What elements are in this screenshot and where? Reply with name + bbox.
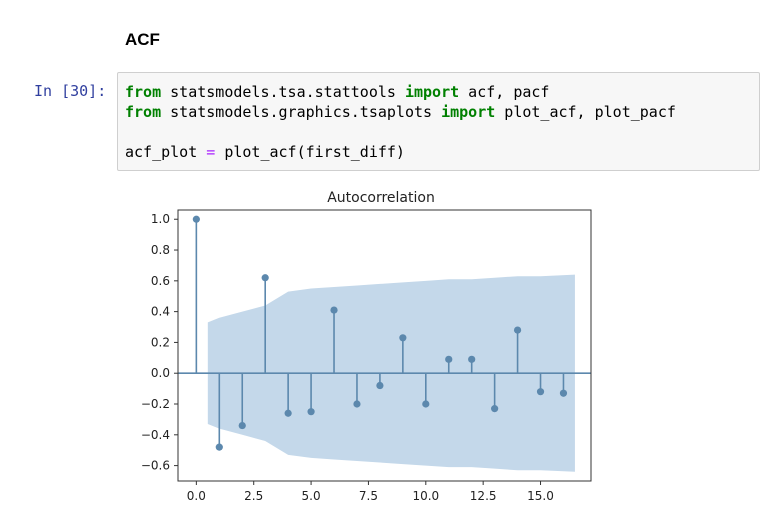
acf-point <box>376 381 384 390</box>
code-text: plot_acf(first_diff) <box>215 143 405 161</box>
code-keyword: import <box>404 83 460 101</box>
x-tick-label: 0.0 <box>187 489 206 503</box>
axes-layer: 0.0 2.5 5.0 7.5 10.0 12.5 15.0 1.0 0.8 0.6 0.4 0.2 0… <box>141 209 592 503</box>
acf-chart: 0.0 2.5 5.0 7.5 10.0 12.5 15.0 1.0 0.8 0.6 0.4 0.2 0… <box>141 190 592 503</box>
code-text: acf_plot <box>125 143 207 161</box>
x-tick-label: 15.0 <box>527 489 554 503</box>
acf-point <box>215 443 223 451</box>
chart-title: Autocorrelation <box>327 190 435 206</box>
code-keyword: from <box>125 103 162 121</box>
acf-point <box>491 405 499 413</box>
code-cell[interactable]: from statsmodels.tsa.stattools import ac… <box>117 72 760 171</box>
code-line <box>125 122 676 142</box>
acf-point <box>536 388 545 396</box>
acf-point <box>353 400 361 408</box>
acf-point <box>261 274 269 282</box>
input-prompt: In [30]: <box>34 82 107 100</box>
y-tick-label: −0.2 <box>141 397 170 411</box>
y-tick-label: 0.2 <box>151 335 170 349</box>
acf-point <box>468 355 476 363</box>
y-tick-label: −0.4 <box>141 428 170 442</box>
code-text: statsmodels.graphics.tsaplots <box>161 103 442 121</box>
stems-layer <box>192 215 568 451</box>
y-tick-label: 0.0 <box>151 366 170 380</box>
acf-point <box>559 389 568 397</box>
x-tick-label: 7.5 <box>359 489 378 503</box>
acf-point <box>513 326 522 334</box>
code-line: from statsmodels.tsa.stattools import ac… <box>125 82 676 102</box>
y-tick-label: −0.6 <box>141 459 170 473</box>
x-tick-label: 10.0 <box>412 489 439 503</box>
acf-point <box>238 421 246 430</box>
acf-point <box>445 355 453 363</box>
x-tick-label: 5.0 <box>302 489 321 503</box>
code-text: acf, pacf <box>459 83 550 101</box>
acf-point <box>422 400 430 408</box>
acf-point <box>330 306 338 314</box>
x-tick-label: 2.5 <box>244 489 263 503</box>
y-tick-label: 0.8 <box>151 243 170 257</box>
acf-point <box>192 215 200 223</box>
code-line: from statsmodels.graphics.tsaplots impor… <box>125 102 676 122</box>
y-tick-label: 0.6 <box>151 274 170 288</box>
plot-frame <box>177 209 592 482</box>
code-operator: = <box>206 143 216 161</box>
acf-point <box>284 409 292 417</box>
code-line: acf_plot = plot_acf(first_diff) <box>125 142 676 162</box>
code-editor[interactable]: from statsmodels.tsa.stattools import ac… <box>125 82 676 162</box>
code-keyword: import <box>441 103 496 121</box>
x-tick-label: 12.5 <box>470 489 497 503</box>
code-text: statsmodels.tsa.stattools <box>161 83 405 101</box>
acf-heading: ACF <box>125 30 160 49</box>
code-text: plot_acf, plot_pacf <box>495 103 676 121</box>
y-tick-label: 1.0 <box>151 212 170 226</box>
acf-point <box>307 408 315 416</box>
acf-point <box>399 334 407 342</box>
y-tick-label: 0.4 <box>151 305 170 319</box>
code-keyword: from <box>125 83 162 101</box>
